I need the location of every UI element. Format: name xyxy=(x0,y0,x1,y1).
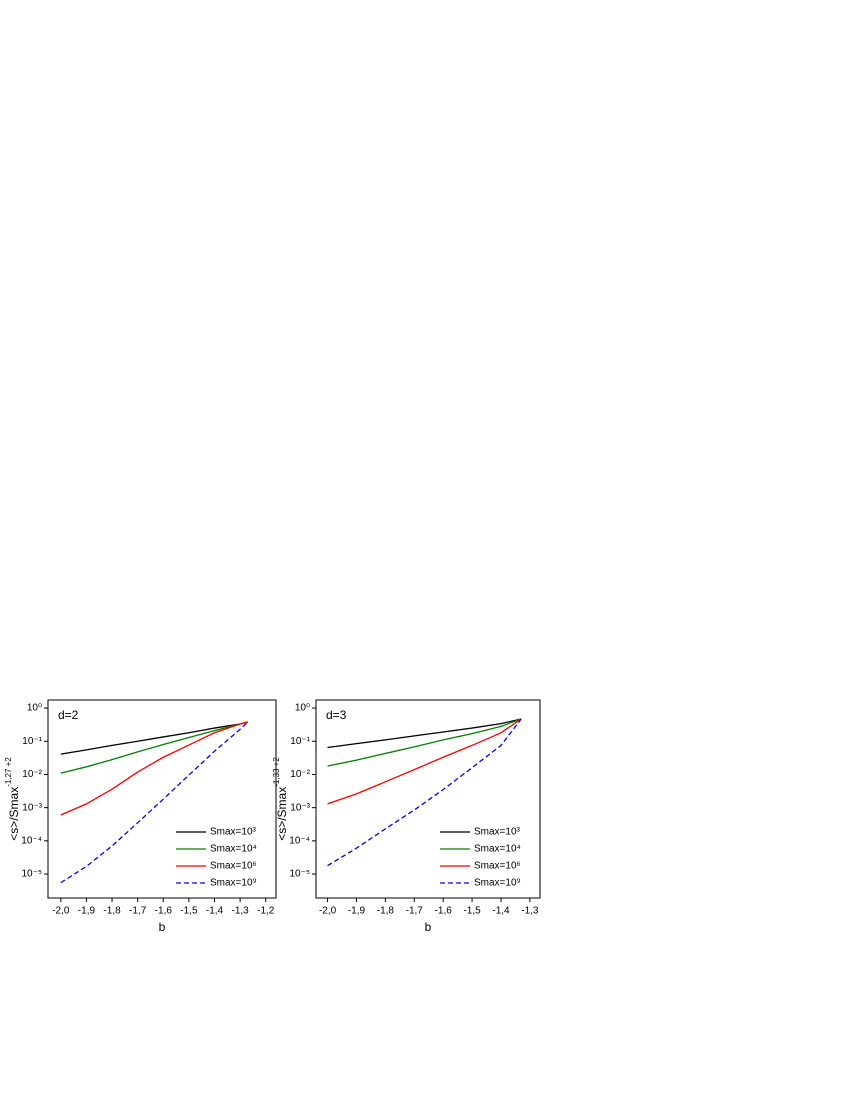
series-line xyxy=(60,721,248,755)
legend-label: Smax=10⁹ xyxy=(210,878,257,889)
legend-label: Smax=10⁶ xyxy=(474,861,521,872)
y-tick-label: 10⁻⁵ xyxy=(21,869,42,880)
x-tick-label: -1,3 xyxy=(232,906,250,917)
x-tick-label: -1,6 xyxy=(155,906,173,917)
x-tick-label: -1,9 xyxy=(78,906,96,917)
y-tick-label: 10⁻² xyxy=(290,769,310,780)
y-axis-label-text: <s>/Smax xyxy=(275,787,289,841)
chart: -2,0 -1,9 -1,8 -1,7 -1,6 -1,5 -1,4 -1,3 10⁰ 10⁻¹ 1… xyxy=(272,699,541,934)
legend-label: Smax=10⁴ xyxy=(210,844,257,855)
y-tick-label: 10⁰ xyxy=(295,703,310,714)
y-tick-label: 10⁻³ xyxy=(290,802,310,813)
x-tick-label: -1,8 xyxy=(103,906,121,917)
y-tick-label: 10⁻² xyxy=(22,769,42,780)
x-tick-label: -1,7 xyxy=(129,906,147,917)
y-axis-label-sup: -1,27 +2 xyxy=(4,757,13,787)
series-line xyxy=(60,721,248,774)
y-axis-label: <s>/Smax-1,33 +2 xyxy=(272,757,289,841)
x-tick-label: -1,6 xyxy=(435,906,453,917)
x-tick-label: -1,4 xyxy=(206,906,224,917)
legend-label: Smax=10³ xyxy=(210,827,257,838)
y-tick-label: 10⁻¹ xyxy=(290,736,310,747)
y-tick-label: 10⁻¹ xyxy=(22,736,42,747)
series-line xyxy=(60,721,248,816)
x-tick-label: -1,5 xyxy=(180,906,198,917)
y-tick-label: 10⁻⁵ xyxy=(289,869,310,880)
y-tick-label: 10⁰ xyxy=(27,703,42,714)
series-line xyxy=(327,718,522,867)
x-tick-label: -2,0 xyxy=(52,906,70,917)
y-tick-label: 10⁻⁴ xyxy=(21,835,42,846)
x-tick-label: -1,3 xyxy=(521,906,539,917)
legend-label: Smax=10⁹ xyxy=(474,878,521,889)
x-tick-label: -1,2 xyxy=(257,906,275,917)
x-tick-label: -1,5 xyxy=(463,906,481,917)
series-line xyxy=(327,718,522,749)
y-tick-label: 10⁻³ xyxy=(22,802,42,813)
annotation: d=3 xyxy=(326,708,347,722)
legend-label: Smax=10⁶ xyxy=(210,861,257,872)
x-axis-label: b xyxy=(425,920,432,934)
x-tick-label: -1,4 xyxy=(492,906,510,917)
x-tick-label: -1,7 xyxy=(406,906,424,917)
legend-label: Smax=10⁴ xyxy=(474,844,521,855)
chart: -2,0 -1,9 -1,8 -1,7 -1,6 -1,5 -1,4 -1,3 -1,2 10⁰ 1… xyxy=(4,699,277,934)
x-axis-label: b xyxy=(159,920,166,934)
y-axis-label-text: <s>/Smax xyxy=(7,787,21,841)
series-line xyxy=(327,718,522,767)
x-tick-label: -2,0 xyxy=(319,906,337,917)
annotation: d=2 xyxy=(58,708,79,722)
x-tick-label: -1,9 xyxy=(348,906,366,917)
legend-label: Smax=10³ xyxy=(474,827,521,838)
series-line xyxy=(327,718,522,805)
plot-frame xyxy=(315,699,541,899)
x-tick-label: -1,8 xyxy=(377,906,395,917)
y-axis-label: <s>/Smax-1,27 +2 xyxy=(4,757,21,841)
y-tick-label: 10⁻⁴ xyxy=(289,835,310,846)
plot-frame xyxy=(47,699,277,899)
series-line xyxy=(60,721,249,884)
y-axis-label-sup: -1,33 +2 xyxy=(272,757,281,787)
